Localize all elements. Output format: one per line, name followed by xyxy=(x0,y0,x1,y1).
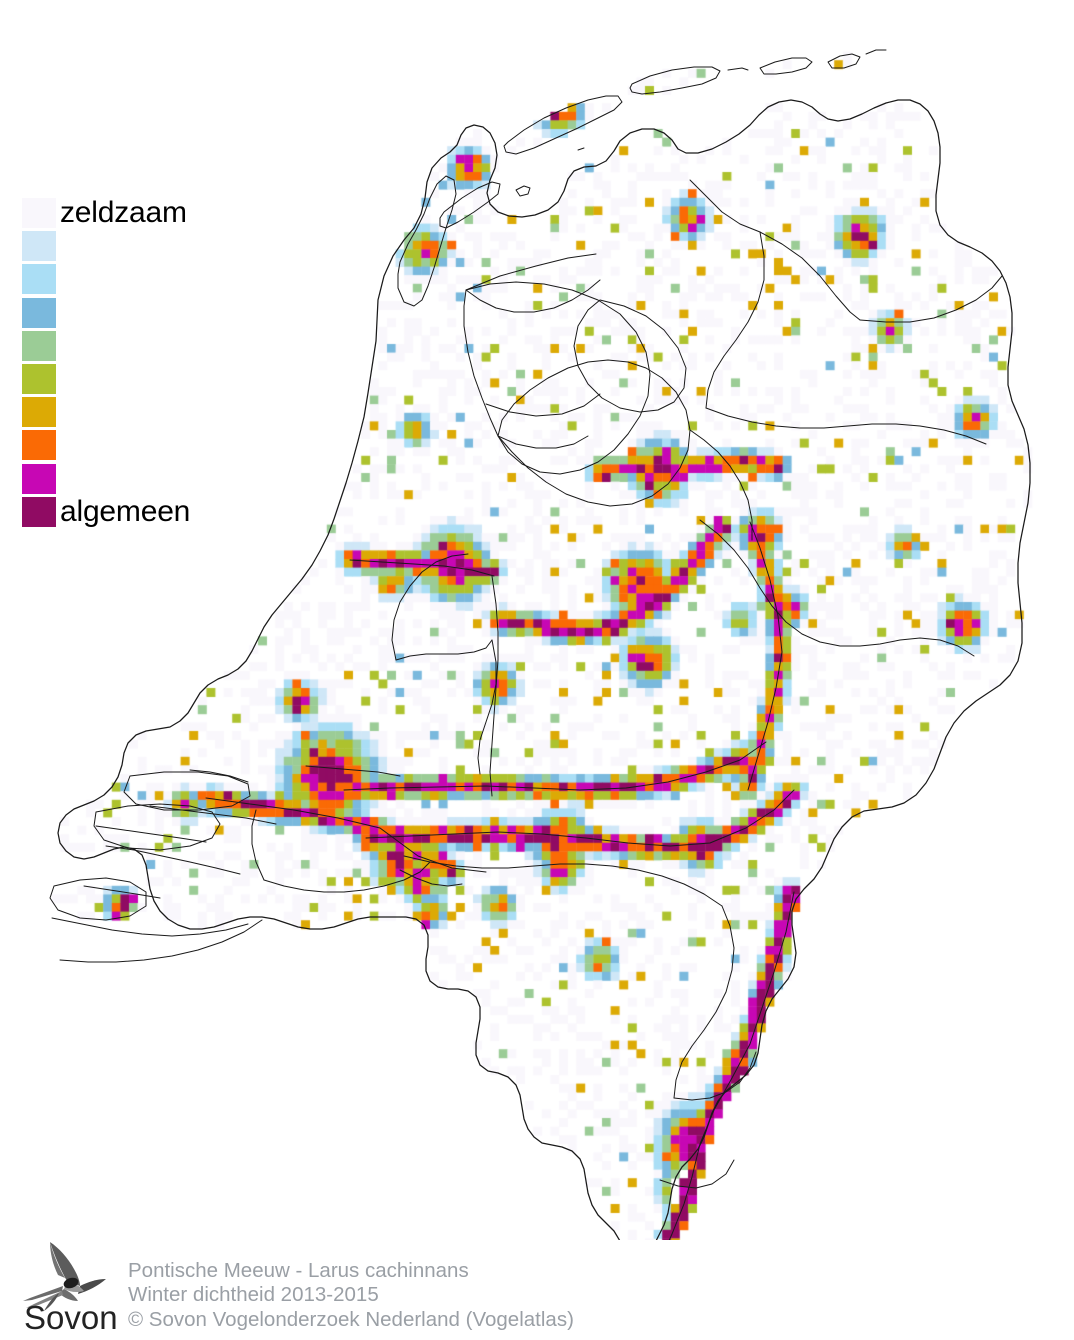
density-legend: zeldzaam algemeen xyxy=(22,196,252,530)
density-grid-layer xyxy=(0,0,1074,1240)
legend-label-top: zeldzaam xyxy=(60,196,187,229)
legend-row xyxy=(22,264,252,297)
map-canvas xyxy=(0,0,1074,1240)
legend-row xyxy=(22,297,252,331)
legend-swatch-2 xyxy=(22,231,56,262)
legend-swatch-1 xyxy=(22,198,56,228)
legend-swatch-3 xyxy=(22,264,56,295)
caption-block: Pontische Meeuw - Larus cachinnans Winte… xyxy=(128,1259,574,1333)
legend-swatch-8 xyxy=(22,430,56,461)
legend-row xyxy=(22,430,252,463)
legend-swatch-6 xyxy=(22,363,56,394)
caption-credit: © Sovon Vogelonderzoek Nederland (Vogela… xyxy=(128,1307,574,1331)
legend-row xyxy=(22,231,252,264)
caption-species: Pontische Meeuw - Larus cachinnans xyxy=(128,1258,469,1282)
legend-row xyxy=(22,363,252,397)
legend-label-bottom: algemeen xyxy=(60,494,191,528)
legend-swatch-5 xyxy=(22,330,56,361)
legend-row: zeldzaam xyxy=(22,196,252,231)
legend-row xyxy=(22,330,252,364)
caption-metric: Winter dichtheid 2013-2015 xyxy=(128,1283,379,1306)
province-boundary-layer xyxy=(49,49,1031,1240)
legend-swatch-7 xyxy=(22,397,56,428)
legend-row xyxy=(22,463,252,497)
legend-swatch-10 xyxy=(22,496,56,527)
legend-row xyxy=(22,397,252,430)
sovon-logo: Sovon xyxy=(23,1242,118,1334)
legend-swatch-9 xyxy=(22,463,56,494)
swallow-bird-icon xyxy=(23,1242,106,1311)
legend-row: algemeen xyxy=(22,494,252,530)
legend-swatch-4 xyxy=(22,297,56,328)
sovon-wordmark: Sovon xyxy=(24,1299,118,1334)
